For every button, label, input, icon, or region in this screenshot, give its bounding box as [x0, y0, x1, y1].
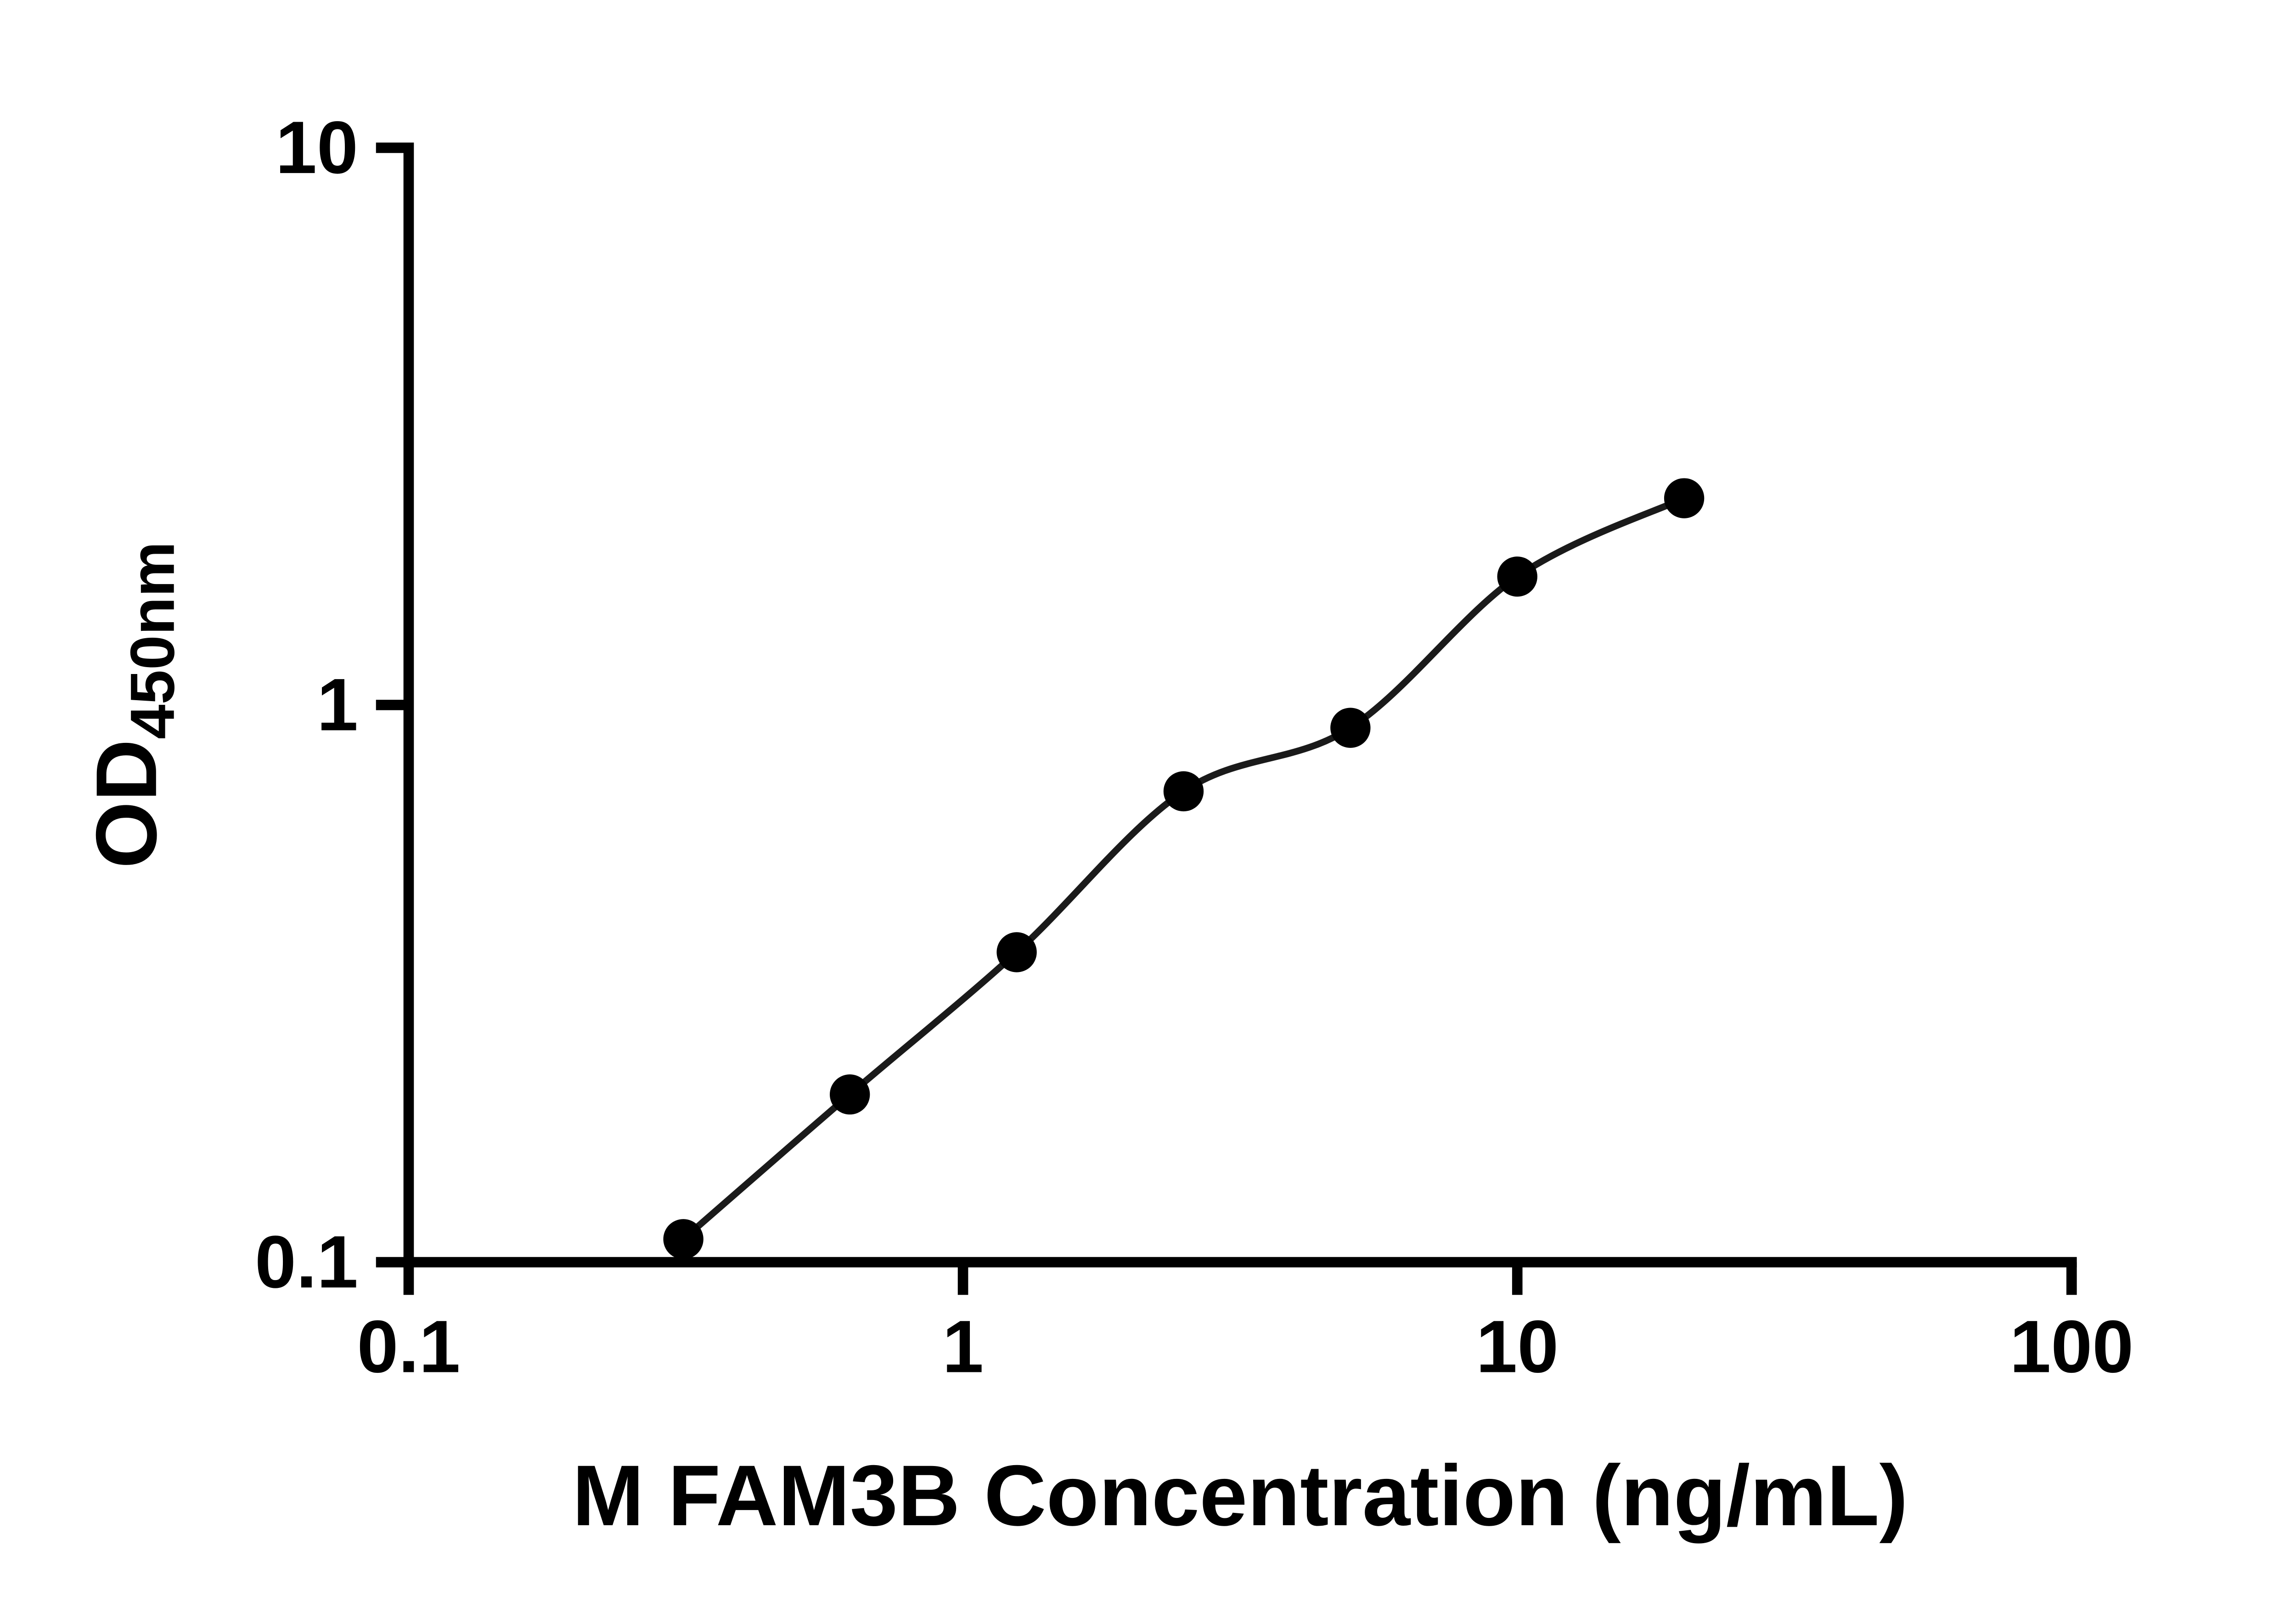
- data-point: [830, 1074, 870, 1115]
- fit-curve-line: [681, 495, 1686, 1242]
- y-tick-label: 0.1: [255, 1221, 358, 1303]
- y-axis-title-subscript: 450nm: [118, 541, 187, 739]
- x-tick-label: 100: [2009, 1306, 2133, 1388]
- y-tick-label: 10: [276, 107, 358, 189]
- data-points: [663, 478, 1705, 1259]
- y-tick-label: 1: [317, 663, 358, 746]
- axis-ticks: [376, 142, 2077, 1295]
- x-tick-label: 1: [942, 1306, 984, 1388]
- y-axis-title-main: OD: [78, 739, 174, 869]
- axis-tick-labels: 0.1 1 10 100 10 1 0.1: [255, 107, 2133, 1388]
- axes: [403, 142, 2077, 1268]
- x-tick-label: 0.1: [357, 1306, 461, 1388]
- y-axis-title: OD450nm: [78, 541, 187, 868]
- data-point: [996, 932, 1037, 972]
- data-point: [1664, 478, 1705, 518]
- data-point: [1330, 708, 1371, 748]
- data-point: [1497, 556, 1537, 597]
- x-tick-label: 10: [1476, 1306, 1559, 1388]
- data-point: [663, 1219, 703, 1259]
- x-axis-title: M FAM3B Concentration (ng/mL): [572, 1447, 1908, 1544]
- data-point: [1163, 771, 1204, 812]
